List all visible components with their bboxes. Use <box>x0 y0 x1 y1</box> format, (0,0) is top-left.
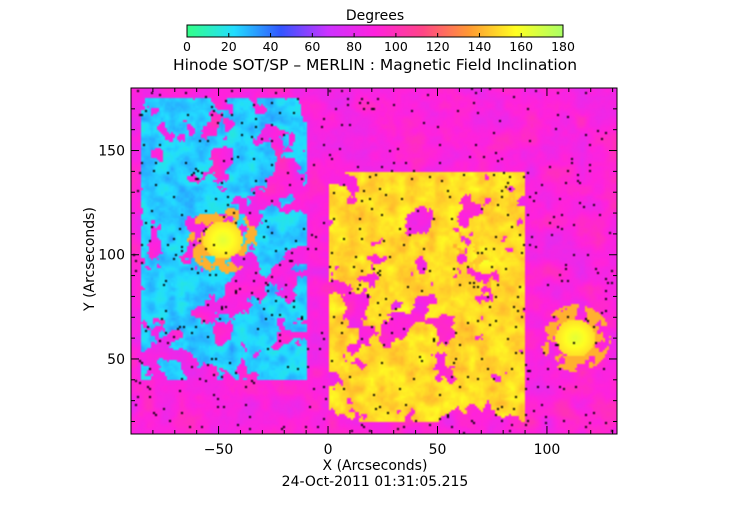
colorbar-tick-label: 160 <box>509 39 533 54</box>
colorbar-tick-label: 140 <box>468 39 492 54</box>
x-tick-label: 50 <box>429 442 447 458</box>
inclination-heatmap <box>131 88 617 434</box>
x-axis-label: X (Arcseconds) <box>323 458 428 474</box>
colorbar-tick-label: 120 <box>426 39 450 54</box>
y-tick-label: 100 <box>98 248 125 264</box>
chart-title: Hinode SOT/SP – MERLIN : Magnetic Field … <box>173 56 577 74</box>
colorbar-tick-label: 80 <box>346 39 362 54</box>
x-tick-label: −50 <box>204 442 234 458</box>
colorbar-tick-label: 20 <box>221 39 237 54</box>
colorbar-label: Degrees <box>346 8 404 24</box>
colorbar-tick-label: 0 <box>183 39 191 54</box>
y-tick-label: 50 <box>107 352 125 368</box>
colorbar-tick-label: 100 <box>384 39 408 54</box>
x-tick-label: 100 <box>534 442 561 458</box>
plot-area <box>131 88 617 434</box>
y-tick-label: 150 <box>98 144 125 160</box>
axis-ticks: −50 0 50 100 50 100 150 <box>98 87 617 458</box>
colorbar-ticks: 0 20 40 60 80 100 120 140 160 180 <box>183 33 575 54</box>
colorbar <box>186 24 564 38</box>
colorbar-tick-label: 40 <box>263 39 279 54</box>
colorbar-tick-label: 60 <box>304 39 320 54</box>
colorbar-tick-label: 180 <box>551 39 575 54</box>
plot-frame <box>130 87 618 435</box>
x-tick-label: 0 <box>324 442 333 458</box>
y-axis-label: Y (Arcseconds) <box>82 207 98 312</box>
observation-timestamp: 24-Oct-2011 01:31:05.215 <box>282 474 469 490</box>
